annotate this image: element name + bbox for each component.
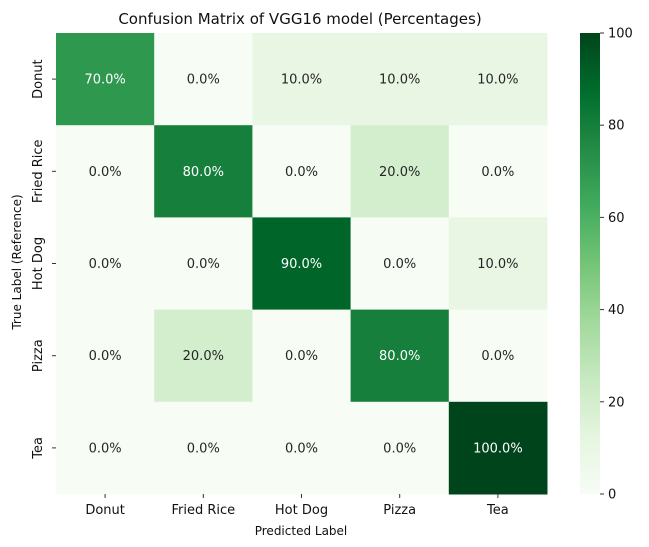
cell-value-label: 0.0% bbox=[187, 441, 220, 456]
cell-value-label: 10.0% bbox=[477, 73, 518, 88]
heatmap-cell bbox=[350, 125, 450, 218]
x-axis-label: Predicted Label bbox=[255, 524, 348, 538]
y-tick-label: Pizza bbox=[31, 339, 46, 372]
colorbar-tick-label: 80 bbox=[608, 119, 625, 134]
cell-value-label: 0.0% bbox=[383, 257, 416, 272]
x-tick-label: Hot Dog bbox=[275, 503, 328, 518]
y-axis-label: True Label (Reference) bbox=[10, 194, 24, 330]
x-tick-label: Tea bbox=[486, 503, 509, 518]
cell-value-label: 0.0% bbox=[481, 165, 514, 180]
heatmap-cells bbox=[56, 33, 548, 495]
cell-value-label: 0.0% bbox=[89, 257, 122, 272]
y-axis-ticks: Donut Fried Rice Hot Dog Pizza Tea bbox=[31, 59, 56, 460]
x-axis-ticks: Donut Fried Rice Hot Dog Pizza Tea bbox=[85, 494, 509, 518]
chart-title: Confusion Matrix of VGG16 model (Percent… bbox=[118, 10, 481, 28]
cell-value-label: 0.0% bbox=[89, 349, 122, 364]
heatmap-cell bbox=[154, 125, 253, 218]
heatmap-cell bbox=[154, 401, 253, 495]
heatmap-cell bbox=[448, 217, 548, 311]
colorbar bbox=[580, 33, 600, 494]
heatmap-cell bbox=[252, 33, 352, 126]
heatmap-cell bbox=[56, 125, 155, 218]
cell-value-label: 20.0% bbox=[183, 349, 224, 364]
cell-value-label: 90.0% bbox=[281, 257, 322, 272]
heatmap-cell bbox=[448, 309, 548, 403]
cell-value-label: 0.0% bbox=[285, 349, 318, 364]
heatmap-cell bbox=[252, 217, 352, 311]
heatmap-cell bbox=[56, 217, 155, 311]
x-tick-label: Donut bbox=[85, 503, 125, 518]
cell-value-label: 0.0% bbox=[481, 349, 514, 364]
colorbar-tick-label: 100 bbox=[608, 27, 633, 42]
heatmap-cell bbox=[350, 309, 450, 403]
y-tick-label: Tea bbox=[31, 437, 46, 460]
heatmap-cell bbox=[350, 33, 450, 126]
heatmap-cell bbox=[350, 217, 450, 311]
heatmap-cell bbox=[56, 33, 155, 126]
cell-value-label: 0.0% bbox=[285, 165, 318, 180]
cell-labels: 70.0% 0.0% 10.0% 10.0% 10.0% 0.0% 80.0% 0.0% 20.… bbox=[84, 73, 522, 457]
y-tick-label: Donut bbox=[31, 59, 46, 99]
heatmap-cell bbox=[56, 401, 155, 495]
heatmap-cell bbox=[252, 125, 352, 218]
colorbar-tick-label: 40 bbox=[608, 303, 625, 318]
cell-value-label: 0.0% bbox=[89, 441, 122, 456]
heatmap-cell bbox=[448, 33, 548, 126]
colorbar-tick-label: 0 bbox=[608, 488, 616, 503]
y-tick-label: Fried Rice bbox=[31, 139, 46, 203]
y-tick-label: Hot Dog bbox=[31, 237, 46, 290]
colorbar-tick-label: 60 bbox=[608, 211, 625, 226]
cell-value-label: 0.0% bbox=[285, 441, 318, 456]
heatmap-cell bbox=[154, 33, 253, 126]
cell-value-label: 0.0% bbox=[187, 257, 220, 272]
cell-value-label: 0.0% bbox=[89, 165, 122, 180]
cell-value-label: 10.0% bbox=[379, 73, 420, 88]
cell-value-label: 0.0% bbox=[187, 73, 220, 88]
cell-value-label: 100.0% bbox=[473, 441, 523, 456]
cell-value-label: 70.0% bbox=[84, 73, 125, 88]
heatmap-cell bbox=[448, 125, 548, 218]
cell-value-label: 10.0% bbox=[281, 73, 322, 88]
heatmap-cell bbox=[56, 309, 155, 403]
x-tick-label: Pizza bbox=[383, 503, 416, 518]
heatmap-cell bbox=[448, 401, 548, 495]
cell-value-label: 0.0% bbox=[383, 441, 416, 456]
heatmap-cell bbox=[154, 309, 253, 403]
cell-value-label: 20.0% bbox=[379, 165, 420, 180]
cell-value-label: 80.0% bbox=[183, 165, 224, 180]
cell-value-label: 80.0% bbox=[379, 349, 420, 364]
heatmap-cell bbox=[252, 309, 352, 403]
colorbar-tick-label: 20 bbox=[608, 395, 625, 410]
cell-value-label: 10.0% bbox=[477, 257, 518, 272]
heatmap-cell bbox=[252, 401, 352, 495]
heatmap-cell bbox=[154, 217, 253, 311]
heatmap-cell bbox=[350, 401, 450, 495]
x-tick-label: Fried Rice bbox=[171, 503, 235, 518]
colorbar-ticks: 0 20 40 60 80 100 bbox=[600, 27, 633, 503]
